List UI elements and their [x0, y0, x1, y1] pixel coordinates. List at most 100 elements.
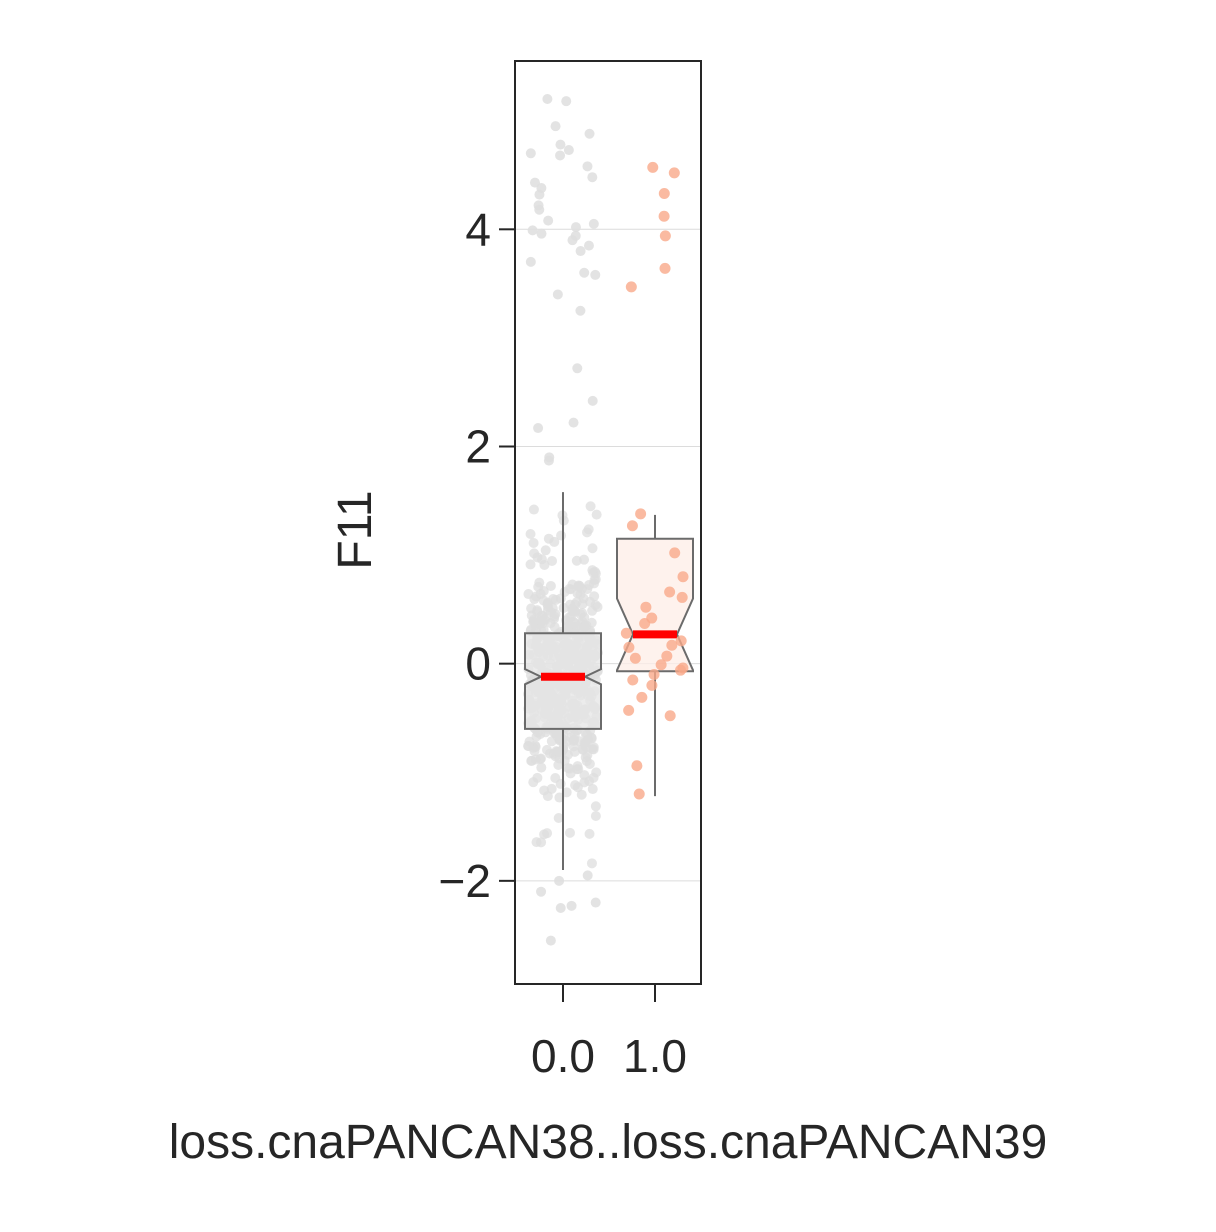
plot-frame	[514, 60, 702, 985]
data-point	[568, 616, 579, 627]
data-point	[545, 618, 556, 629]
data-point	[659, 230, 671, 242]
data-point	[539, 559, 550, 570]
data-point	[583, 240, 594, 251]
data-point	[676, 591, 688, 603]
data-point	[664, 586, 676, 598]
data-point	[534, 189, 545, 200]
y-tick-label: −2	[439, 855, 491, 907]
data-point	[675, 664, 687, 676]
data-point	[584, 128, 595, 139]
data-point	[535, 754, 546, 765]
data-point	[566, 900, 577, 911]
data-point	[570, 222, 581, 233]
data-point	[532, 606, 543, 617]
data-point	[587, 172, 598, 183]
data-point	[675, 635, 687, 647]
data-point	[629, 652, 641, 664]
data-point	[571, 764, 582, 775]
data-point	[590, 574, 601, 585]
data-point	[572, 782, 583, 793]
data-point	[528, 777, 539, 788]
data-point	[659, 262, 671, 274]
data-point	[525, 528, 536, 539]
data-point	[554, 753, 565, 764]
data-point	[553, 812, 564, 823]
data-point	[547, 555, 558, 566]
x-tick-label: 0.0	[531, 1030, 595, 1082]
data-point	[587, 565, 598, 576]
data-point	[561, 787, 572, 798]
data-point	[550, 121, 561, 132]
data-point	[525, 559, 536, 570]
data-point	[586, 858, 597, 869]
data-point	[542, 791, 553, 802]
data-point	[588, 772, 599, 783]
data-point	[564, 827, 575, 838]
data-point	[658, 210, 670, 222]
x-tick-label: 1.0	[623, 1030, 687, 1082]
data-point	[543, 455, 554, 466]
data-point	[528, 504, 539, 515]
data-point	[536, 228, 547, 239]
data-point	[581, 742, 592, 753]
data-point	[569, 746, 580, 757]
data-point	[540, 545, 551, 556]
data-point	[583, 524, 594, 535]
y-axis: −2 0 2 4	[439, 203, 515, 907]
data-point	[536, 837, 547, 848]
data-point	[527, 225, 538, 236]
data-point	[579, 267, 590, 278]
data-point	[620, 627, 632, 639]
data-point	[575, 246, 586, 257]
data-point	[623, 641, 635, 653]
data-point	[623, 704, 635, 716]
data-point	[575, 609, 586, 620]
data-point	[588, 742, 599, 753]
data-point	[554, 875, 565, 886]
data-point	[584, 828, 595, 839]
data-point	[571, 555, 582, 566]
data-point	[531, 624, 542, 635]
data-point	[575, 305, 586, 316]
y-tick-label: 2	[465, 420, 491, 472]
data-point	[627, 674, 639, 686]
data-point	[534, 204, 545, 215]
data-point	[555, 150, 566, 161]
x-axis: 0.0 1.0	[531, 984, 687, 1082]
data-point	[664, 710, 676, 722]
data-point	[577, 599, 588, 610]
data-point	[585, 501, 596, 512]
data-point	[536, 762, 547, 773]
data-point	[552, 289, 563, 300]
data-point	[535, 588, 546, 599]
data-point	[646, 679, 658, 691]
data-point	[550, 773, 561, 784]
data-point	[590, 897, 601, 908]
data-point	[580, 752, 591, 763]
data-point	[549, 536, 560, 547]
data-point	[574, 580, 585, 591]
data-point	[561, 96, 572, 107]
data-point	[631, 760, 643, 772]
data-point	[648, 669, 660, 681]
y-tick-label: 0	[465, 638, 491, 690]
data-point	[543, 215, 554, 226]
data-point	[658, 187, 670, 199]
data-point	[579, 770, 590, 781]
data-point	[533, 423, 544, 434]
data-point	[591, 509, 602, 520]
data-point	[640, 601, 652, 613]
data-point	[542, 94, 553, 105]
boxplot-group-1	[616, 161, 694, 800]
data-point	[587, 605, 598, 616]
data-point	[581, 620, 592, 631]
data-point	[669, 547, 681, 559]
box-body	[524, 632, 602, 730]
data-point	[590, 811, 601, 822]
data-point	[582, 870, 593, 881]
data-point	[666, 639, 678, 651]
data-point	[545, 580, 556, 591]
boxplot-group-0	[523, 94, 603, 946]
